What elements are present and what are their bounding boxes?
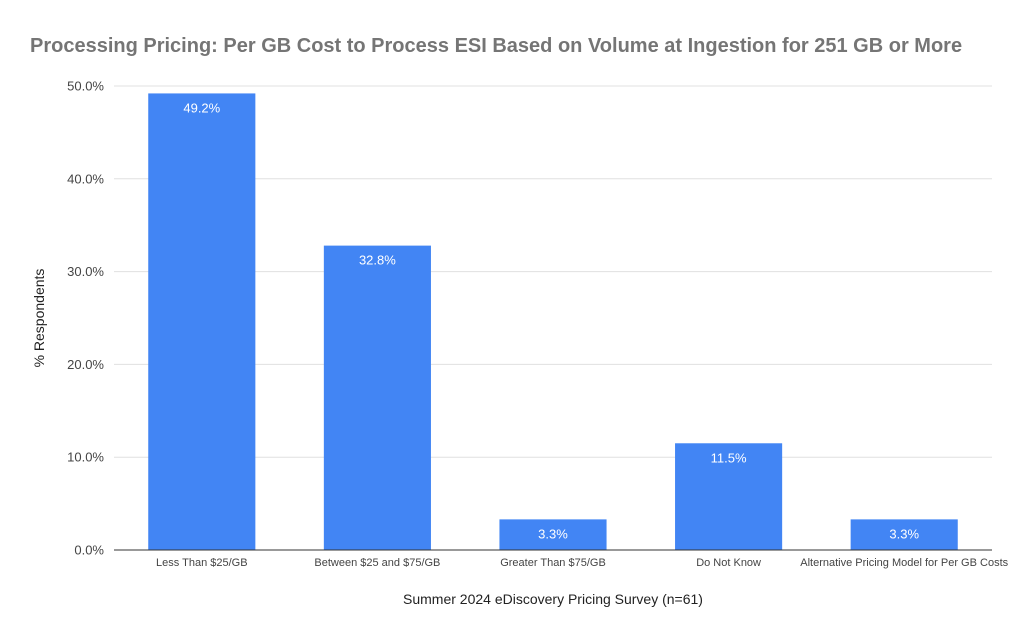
- bars: [148, 93, 958, 550]
- bar-value-label: 11.5%: [711, 450, 747, 465]
- x-category-label: Do Not Know: [696, 557, 761, 569]
- y-tick-label: 50.0%: [67, 79, 104, 94]
- bar: [850, 519, 958, 550]
- bar: [675, 443, 783, 550]
- bar-value-label: 32.8%: [359, 253, 396, 268]
- y-axis-title: % Respondents: [31, 269, 47, 368]
- y-tick-label: 10.0%: [67, 450, 104, 465]
- x-category-label: Alternative Pricing Model for Per GB Cos…: [800, 557, 1008, 569]
- y-tick-label: 0.0%: [74, 543, 104, 558]
- y-tick-label: 40.0%: [67, 171, 104, 186]
- x-category-label: Between $25 and $75/GB: [314, 557, 440, 569]
- chart-title: Processing Pricing: Per GB Cost to Proce…: [30, 35, 962, 57]
- bar: [499, 519, 607, 550]
- data-labels: 49.2% 32.8% 3.3% 11.5% 3.3%: [183, 100, 919, 541]
- y-tick-label: 20.0%: [67, 357, 104, 372]
- bar: [323, 245, 431, 550]
- x-category-label: Less Than $25/GB: [156, 557, 248, 569]
- x-axis-categories: Less Than $25/GB Between $25 and $75/GB Gr…: [156, 557, 1009, 569]
- x-category-label: Greater Than $75/GB: [500, 557, 606, 569]
- bar: [148, 93, 256, 550]
- gridlines: [114, 85, 992, 458]
- y-tick-label: 30.0%: [67, 264, 104, 279]
- x-axis-title: Summer 2024 eDiscovery Pricing Survey (n…: [403, 591, 703, 607]
- bar-value-label: 3.3%: [889, 526, 919, 541]
- bar-value-label: 49.2%: [183, 100, 220, 115]
- y-axis-ticks: 0.0% 10.0% 20.0% 30.0% 40.0% 50.0%: [67, 79, 104, 558]
- bar-value-label: 3.3%: [538, 526, 568, 541]
